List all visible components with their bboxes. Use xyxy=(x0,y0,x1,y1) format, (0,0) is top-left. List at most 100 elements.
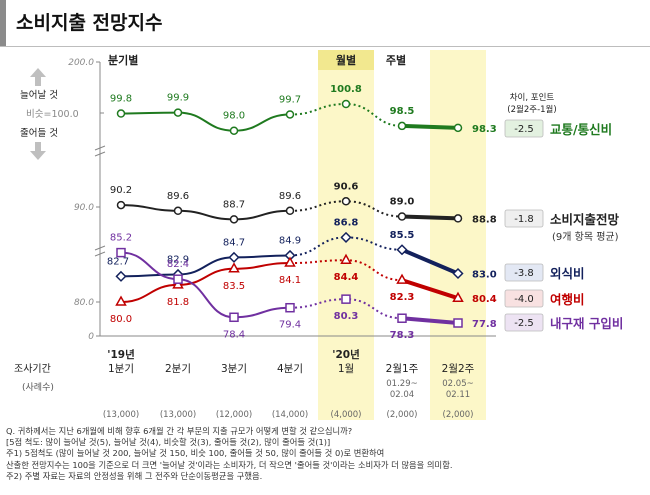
x-tick-label: '20년 xyxy=(332,348,360,361)
series-marker xyxy=(228,251,240,263)
data-label: 77.8 xyxy=(472,319,497,330)
series-marker xyxy=(173,206,183,216)
series-line-quarterly xyxy=(120,111,291,132)
x-tick-label: 4분기 xyxy=(277,363,303,375)
data-label: 85.2 xyxy=(110,233,132,244)
x-tick-date: 02.11 xyxy=(446,390,470,400)
axis-break-lower xyxy=(94,245,106,257)
series-line-weekly xyxy=(401,247,459,276)
y-tick-label: 90.0 xyxy=(74,203,94,213)
data-label: 98.5 xyxy=(390,106,415,117)
legend-label: 교통/통신비 xyxy=(550,122,612,137)
series-marker xyxy=(173,108,183,117)
series-marker xyxy=(452,267,464,280)
data-label: 82.9 xyxy=(167,254,189,265)
x-header-sub: (사례수) xyxy=(22,382,54,393)
data-label: 88.8 xyxy=(472,214,497,225)
x-tick-date: 01.29~ xyxy=(386,379,417,389)
data-label: 100.8 xyxy=(330,84,362,95)
series-marker xyxy=(340,231,352,243)
data-label: 99.9 xyxy=(167,93,189,104)
data-label: 89.6 xyxy=(167,191,189,202)
notes: Q. 귀하께서는 지난 6개월에 비해 향후 6개월 간 각 부문의 지출 규모… xyxy=(6,426,646,482)
x-sample-size: (13,000) xyxy=(103,410,139,420)
section-header-monthly-bg xyxy=(318,50,374,70)
x-tick-label: 1분기 xyxy=(108,363,134,375)
x-tick-label: '19년 xyxy=(107,348,135,361)
data-label: 84.1 xyxy=(279,275,301,286)
x-sample-size: (13,000) xyxy=(160,410,196,420)
note-scale: [5점 척도: 많이 늘어날 것(5), 늘어날 것(4), 비슷할 것(3),… xyxy=(6,437,331,448)
data-label: 99.8 xyxy=(110,94,132,105)
arrow-down-icon xyxy=(30,142,46,160)
x-sample-size: (12,000) xyxy=(216,410,252,420)
data-label: 79.4 xyxy=(279,320,301,331)
x-tick-label: 1월 xyxy=(338,363,354,375)
y-tick-label: 80.0 xyxy=(74,298,94,308)
data-label: 85.5 xyxy=(390,230,415,241)
legend-label: 여행비 xyxy=(550,292,585,307)
series-marker xyxy=(115,295,127,306)
data-label: 83.5 xyxy=(223,281,245,292)
diff-box xyxy=(504,209,544,228)
data-label: 99.7 xyxy=(279,94,301,105)
legend-sublabel: (9개 항목 평균) xyxy=(552,231,619,243)
legend-label: 외식비 xyxy=(550,266,585,281)
note-2: 주2) 주별 자료는 자료의 안정성을 위해 그 전주와 단순이동평균을 구했음… xyxy=(6,470,263,481)
series-line-weekly xyxy=(401,214,459,221)
highlight-col-feb2 xyxy=(430,50,486,420)
y-label-up: 늘어날 것 xyxy=(20,90,58,101)
legend-label: 소비지출전망 xyxy=(550,212,620,227)
data-label: 78.3 xyxy=(390,330,415,341)
y-label-mid: 비슷=100.0 xyxy=(26,109,79,120)
x-tick-label: 3분기 xyxy=(221,363,247,375)
data-label: 83.0 xyxy=(472,270,497,281)
diff-value: -2.5 xyxy=(514,124,534,135)
series-line-weekly xyxy=(401,278,459,301)
x-sample-size: (2,000) xyxy=(387,410,418,420)
series-marker xyxy=(228,262,240,273)
diff-value: -2.5 xyxy=(514,318,534,329)
series-marker xyxy=(116,200,126,210)
legend-label: 내구재 구입비 xyxy=(550,316,623,331)
section-label-weekly: 주별 xyxy=(386,54,406,67)
x-sample-size: (4,000) xyxy=(331,410,362,420)
diff-value: -3.8 xyxy=(514,268,534,279)
title-accent-bar xyxy=(0,0,6,46)
series-line-quarterly xyxy=(120,251,291,319)
note-1: 주1) 5점척도 (많이 늘어날 것 200, 늘어날 것 150, 비슷 10… xyxy=(6,448,385,459)
title-bar: 소비지출 전망지수 xyxy=(0,0,650,47)
x-header-label: 조사기간 xyxy=(14,363,51,375)
series-marker xyxy=(453,318,463,328)
x-tick-label: 2분기 xyxy=(165,363,191,375)
y-tick-label: 200.0 xyxy=(68,58,94,68)
x-sample-size: (14,000) xyxy=(272,410,308,420)
series-marker xyxy=(396,244,408,256)
series-line-quarterly xyxy=(120,262,291,303)
diff-value: -1.8 xyxy=(514,214,534,225)
diff-box xyxy=(504,119,544,138)
page-title: 소비지출 전망지수 xyxy=(16,12,163,34)
series-line-weekly xyxy=(401,123,459,130)
diff-header: 차이, 포인트 xyxy=(510,92,555,103)
section-label-quarterly: 분기별 xyxy=(108,53,138,67)
note-question: Q. 귀하께서는 지난 6개월에 비해 향후 6개월 간 각 부문의 지출 규모… xyxy=(6,426,353,436)
data-label: 90.2 xyxy=(110,185,132,196)
series-marker xyxy=(397,313,407,323)
diff-box xyxy=(504,289,544,308)
data-label: 98.0 xyxy=(223,111,245,122)
series-marker xyxy=(115,270,127,282)
series-marker xyxy=(341,99,351,109)
series-marker xyxy=(173,274,183,284)
series-marker xyxy=(229,215,239,224)
diff-value: -4.0 xyxy=(514,294,534,305)
series-marker xyxy=(285,206,295,216)
series-marker xyxy=(341,294,351,304)
series-marker xyxy=(453,123,463,133)
y-label-down: 줄어들 것 xyxy=(20,128,58,139)
section-label-monthly: 월별 xyxy=(336,53,356,67)
series-line-dotted xyxy=(289,200,403,218)
data-label: 84.4 xyxy=(334,272,359,283)
series-line-quarterly xyxy=(120,204,291,221)
data-label: 80.4 xyxy=(472,294,497,305)
